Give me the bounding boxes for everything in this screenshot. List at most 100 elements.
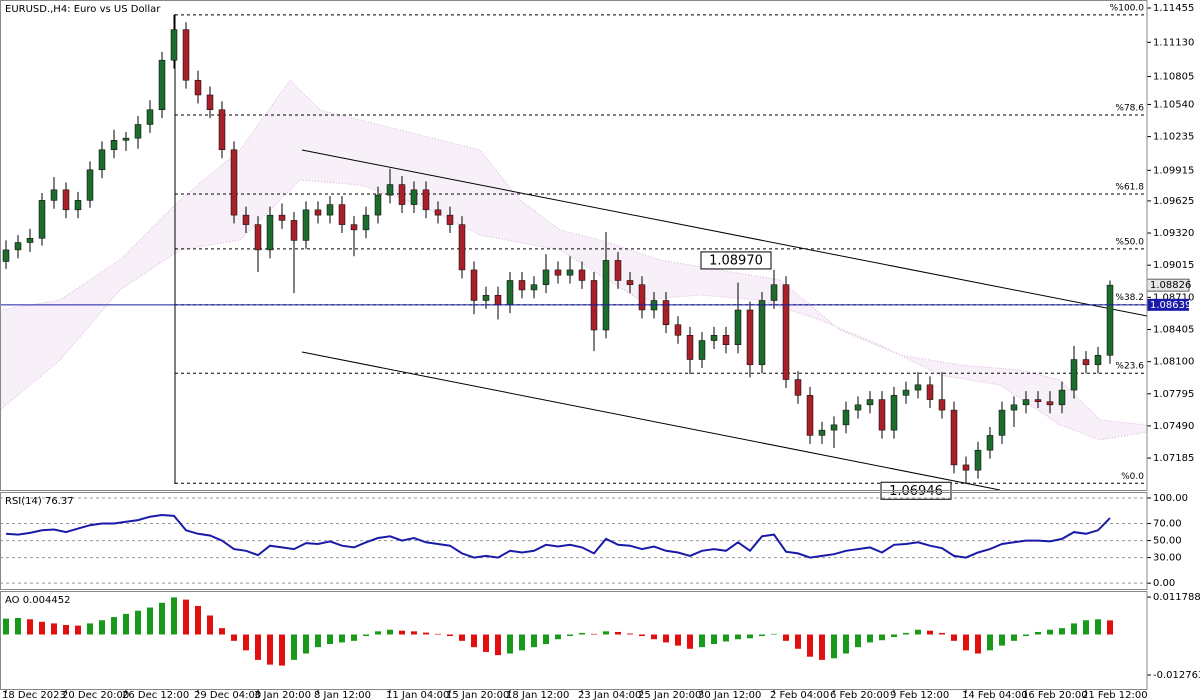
- candle-body: [62, 189, 70, 211]
- ao-bar: [231, 634, 237, 641]
- ao-bar: [159, 602, 165, 635]
- ao-bar: [459, 634, 465, 641]
- y-tick-label: 1.08405: [1153, 324, 1194, 335]
- ao-bar: [867, 634, 873, 643]
- ao-bar: [603, 631, 609, 635]
- ao-bar: [375, 631, 381, 635]
- ao-bar: [999, 634, 1005, 646]
- ao-bar: [303, 634, 309, 654]
- x-tick-label: 14 Feb 04:00: [962, 690, 1028, 700]
- ao-bar: [363, 634, 369, 637]
- candle-body: [398, 184, 406, 205]
- price-label: 1.08639: [1150, 300, 1191, 311]
- ao-bar: [111, 617, 117, 635]
- candle-body: [158, 59, 166, 110]
- ao-bar: [3, 618, 9, 635]
- candle-body: [410, 189, 418, 205]
- candle-body: [638, 284, 646, 311]
- candle-body: [98, 149, 106, 171]
- ao-bar: [435, 633, 441, 635]
- candle-body: [266, 214, 274, 251]
- ao-bar: [723, 634, 729, 642]
- ao-bar: [627, 633, 633, 635]
- candle-body: [806, 395, 814, 436]
- ao-bar: [471, 634, 477, 648]
- y-tick-label: 1.07795: [1153, 389, 1194, 400]
- candle-body: [362, 214, 370, 231]
- ao-bar: [807, 634, 813, 657]
- ao-bar: [51, 623, 57, 635]
- candle-body: [950, 409, 958, 466]
- ao-bar: [747, 634, 753, 639]
- candle-body: [206, 94, 214, 110]
- x-tick-label: 15 Jan 20:00: [446, 690, 509, 700]
- ao-bar: [879, 634, 885, 641]
- x-tick-label: 23 Jan 04:00: [578, 690, 641, 700]
- candle-body: [1058, 389, 1066, 406]
- candle-body: [350, 224, 358, 231]
- candle-body: [698, 340, 706, 360]
- bid-label: 1.08826: [1150, 280, 1191, 291]
- ao-bar: [1035, 631, 1041, 635]
- rsi-line: [5, 513, 1111, 559]
- y-tick-label: 1.07185: [1153, 453, 1194, 464]
- y-tick-label: 1.09915: [1153, 165, 1194, 176]
- ao-bar: [663, 634, 669, 643]
- candle-body: [614, 260, 622, 281]
- ao-bar: [183, 599, 189, 635]
- candle-body: [602, 260, 610, 331]
- ao-bar: [1047, 629, 1053, 635]
- candle-body: [170, 29, 178, 61]
- chart-title: EURUSD.,H4: Euro vs US Dollar: [5, 4, 161, 15]
- candle-body: [422, 189, 430, 211]
- y-tick-label: 1.08100: [1153, 357, 1194, 368]
- candle-body: [662, 300, 670, 325]
- candle-body: [926, 384, 934, 400]
- fib-label: %78.6: [1115, 103, 1144, 113]
- channel-upper: [301, 149, 1148, 317]
- candle-body: [1070, 359, 1078, 391]
- candle-body: [74, 200, 82, 211]
- ao-bar: [771, 633, 777, 635]
- y-tick-label: -0.012763: [1153, 670, 1200, 681]
- candle-body: [818, 429, 826, 436]
- ao-bar: [915, 629, 921, 635]
- x-tick-label: 2 Feb 04:00: [770, 690, 829, 700]
- ao-bar: [195, 605, 201, 635]
- ao-bar: [579, 632, 585, 635]
- candle-body: [446, 214, 454, 225]
- ao-bar: [795, 634, 801, 649]
- ao-bar: [423, 632, 429, 635]
- y-tick-label: 1.11130: [1153, 37, 1194, 48]
- ao-bar: [963, 634, 969, 651]
- x-tick-label: 25 Jan 20:00: [638, 690, 701, 700]
- ao-bar: [507, 634, 513, 654]
- candle-body: [242, 214, 250, 225]
- x-tick-label: 20 Dec 20:00: [62, 690, 129, 700]
- ao-bar: [99, 620, 105, 635]
- y-tick-label: 1.08710: [1153, 292, 1194, 303]
- ao-bar: [1095, 619, 1101, 635]
- rsi-title: RSI(14) 76.37: [5, 496, 74, 507]
- x-tick-label: 18 Dec 2023: [2, 690, 66, 700]
- ao-bar: [327, 634, 333, 645]
- candle-body: [290, 220, 298, 241]
- candle-body: [722, 335, 730, 346]
- candle-body: [386, 184, 394, 196]
- ao-bar: [387, 629, 393, 635]
- ao-bar: [399, 630, 405, 635]
- candle-body: [1010, 404, 1018, 411]
- candle-body: [794, 379, 802, 396]
- annotation-box: [700, 251, 772, 270]
- candle-body: [374, 194, 382, 216]
- candle-body: [1034, 399, 1042, 402]
- main-panel-border: [0, 0, 1148, 491]
- candle-body: [986, 435, 994, 451]
- candle-body: [182, 29, 190, 81]
- fib-label: %23.6: [1115, 362, 1144, 372]
- ao-bar: [171, 597, 177, 635]
- y-tick-label: 1.07490: [1153, 421, 1194, 432]
- ao-bar: [27, 619, 33, 635]
- ao-bar: [639, 634, 645, 637]
- fib-label: %61.8: [1115, 183, 1144, 193]
